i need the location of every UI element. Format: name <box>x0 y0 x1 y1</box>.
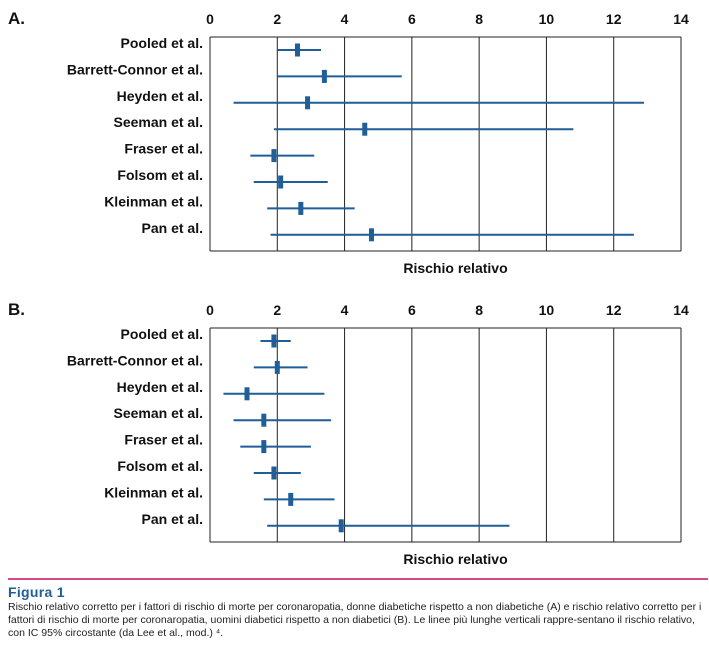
rr-marker <box>274 360 280 374</box>
caption-text: Rischio relativo corretto per i fattori … <box>8 601 702 639</box>
x-tick-label: 12 <box>606 11 622 27</box>
rr-marker <box>288 492 294 506</box>
x-tick-label: 8 <box>475 302 483 318</box>
figure-caption: Figura 1 Rischio relativo corretto per i… <box>8 578 708 640</box>
x-tick-label: 10 <box>539 302 555 318</box>
panel-label: B. <box>8 300 25 319</box>
x-tick-label: 2 <box>273 302 281 318</box>
rr-marker <box>298 201 304 215</box>
study-label: Heyden et al. <box>117 88 203 104</box>
x-tick-label: 4 <box>341 302 349 318</box>
rr-marker <box>321 69 327 83</box>
forest-panel-a: A. 0 2 4 6 8 10 12 14 Pooled et al. Barrett-Connor… <box>8 9 689 276</box>
forest-panel-b: B. 0 2 4 6 8 10 12 14 Pooled et al. Barrett-Connor… <box>8 300 689 567</box>
study-label: Barrett-Connor et al. <box>67 61 203 77</box>
study-label: Kleinman et al. <box>104 193 203 209</box>
x-tick-label: 6 <box>408 11 416 27</box>
x-tick-label: 8 <box>475 11 483 27</box>
study-label: Pooled et al. <box>121 35 203 51</box>
x-tick-label: 10 <box>539 11 555 27</box>
rr-marker <box>305 96 311 110</box>
rr-marker <box>271 149 277 163</box>
x-axis-title: Rischio relativo <box>403 260 507 276</box>
study-label: Folsom et al. <box>117 167 203 183</box>
x-axis-title: Rischio relativo <box>403 551 507 567</box>
study-label: Seeman et al. <box>114 114 204 130</box>
x-tick-label: 12 <box>606 302 622 318</box>
x-tick-label: 0 <box>206 11 214 27</box>
rr-marker <box>271 334 277 348</box>
x-tick-label: 4 <box>341 11 349 27</box>
rr-marker <box>261 440 267 454</box>
x-tick-label: 14 <box>673 302 689 318</box>
study-label: Seeman et al. <box>114 405 204 421</box>
x-tick-label: 14 <box>673 11 689 27</box>
rr-marker <box>244 387 250 401</box>
study-label: Kleinman et al. <box>104 484 203 500</box>
study-label: Heyden et al. <box>117 379 203 395</box>
study-label: Fraser et al. <box>124 432 203 448</box>
rr-marker <box>362 122 368 136</box>
rr-marker <box>338 519 344 533</box>
caption-title: Figura 1 <box>8 584 65 600</box>
study-label: Fraser et al. <box>124 141 203 157</box>
study-label: Barrett-Connor et al. <box>67 352 203 368</box>
x-tick-label: 0 <box>206 302 214 318</box>
rr-marker <box>294 43 300 57</box>
forest-plot-figure: A. 0 2 4 6 8 10 12 14 Pooled et al. Barrett-Connor… <box>8 9 689 567</box>
x-tick-label: 6 <box>408 302 416 318</box>
rr-marker <box>278 175 284 189</box>
panel-label: A. <box>8 9 25 28</box>
rr-marker <box>271 466 277 480</box>
rr-marker <box>261 413 267 427</box>
rr-marker <box>368 228 374 242</box>
study-label: Folsom et al. <box>117 458 203 474</box>
x-tick-label: 2 <box>273 11 281 27</box>
study-label: Pan et al. <box>142 220 203 236</box>
study-label: Pooled et al. <box>121 326 203 342</box>
study-label: Pan et al. <box>142 511 203 527</box>
